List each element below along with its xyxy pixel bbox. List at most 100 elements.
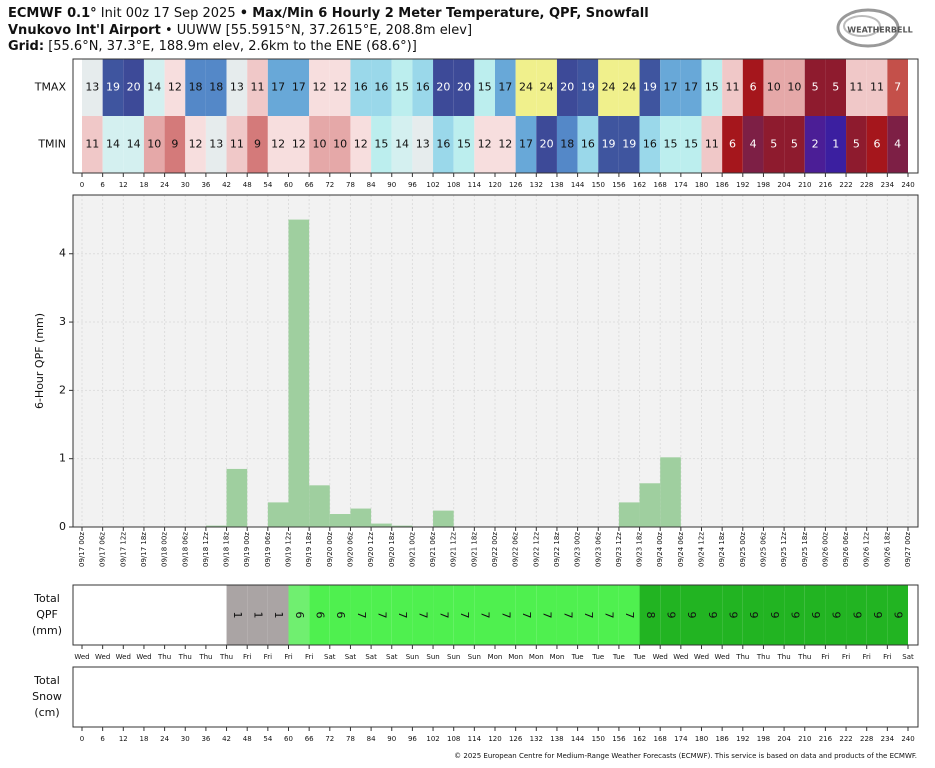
temp-label: 10	[333, 138, 347, 151]
x-tick-label: 150	[592, 735, 605, 743]
x-tick-label: 234	[881, 181, 895, 189]
x-tick-label: 120	[488, 735, 501, 743]
temp-label: 14	[147, 81, 161, 94]
temp-label: 15	[478, 81, 492, 94]
temp-cell	[515, 116, 537, 173]
temp-label: 6	[729, 138, 736, 151]
x-tick-label: 108	[447, 735, 460, 743]
temp-cell	[495, 59, 516, 116]
total-label: 1	[252, 612, 265, 619]
temp-cell	[123, 116, 144, 173]
temp-cell	[329, 116, 351, 173]
x-tick-label: 09/27 00z	[904, 532, 912, 567]
y-axis-label: Total	[33, 592, 60, 605]
temp-label: 24	[519, 81, 533, 94]
x-tick-label: 72	[325, 735, 334, 743]
temp-cell	[226, 116, 248, 173]
temp-label: 14	[127, 138, 141, 151]
x-tick-label: 216	[819, 735, 833, 743]
x-tick-label: Sun	[447, 653, 460, 661]
x-tick-label: 96	[408, 181, 417, 189]
temp-label: 17	[292, 81, 306, 94]
logo-text: WEATHERBELL	[847, 26, 912, 35]
separator: •	[165, 23, 173, 38]
x-tick-label: Fri	[883, 653, 891, 661]
temp-cell	[329, 59, 351, 116]
x-tick-label: 54	[263, 735, 272, 743]
temp-label: 20	[560, 81, 574, 94]
total-cell	[763, 585, 785, 645]
temp-cell	[680, 116, 702, 173]
temp-cell	[618, 116, 640, 173]
x-tick-label: 210	[798, 181, 811, 189]
qpf-bar	[288, 219, 310, 527]
total-cell	[433, 585, 454, 645]
total-label: 9	[892, 612, 905, 619]
temp-label: 16	[374, 81, 388, 94]
temp-cell	[164, 116, 186, 173]
x-tick-label: 09/20 06z	[346, 532, 354, 567]
temp-cell	[309, 116, 330, 173]
y-tick-label: 4	[59, 247, 66, 260]
x-tick-label: 168	[654, 181, 667, 189]
x-tick-label: 09/23 00z	[574, 532, 582, 567]
temp-cell	[598, 59, 619, 116]
total-cell	[309, 585, 330, 645]
temp-label: 6	[874, 138, 881, 151]
x-tick-label: 156	[612, 735, 626, 743]
temp-cell	[722, 59, 743, 116]
total-cell	[453, 585, 475, 645]
x-tick-label: 36	[201, 735, 210, 743]
x-tick-label: Wed	[74, 653, 89, 661]
panel	[73, 667, 918, 727]
temp-cell	[288, 59, 310, 116]
temp-label: 11	[870, 81, 884, 94]
x-tick-label: Wed	[136, 653, 151, 661]
x-tick-label: 90	[387, 181, 396, 189]
x-tick-label: 228	[860, 181, 873, 189]
temp-label: 2	[812, 138, 819, 151]
temp-label: 12	[189, 138, 203, 151]
x-tick-label: 09/18 12z	[202, 532, 210, 567]
total-cell	[866, 585, 888, 645]
x-tick-label: Mon	[508, 653, 523, 661]
total-cell	[846, 585, 867, 645]
temp-cell	[433, 116, 454, 173]
x-tick-label: Wed	[694, 653, 709, 661]
x-tick-label: Thu	[756, 653, 770, 661]
temp-label: 16	[643, 138, 657, 151]
header-line-3: Grid: [55.6°N, 37.3°E, 188.9m elev, 2.6k…	[8, 39, 417, 54]
temp-label: 11	[725, 81, 739, 94]
total-cell	[536, 585, 557, 645]
total-label: 7	[458, 612, 471, 619]
x-tick-label: 48	[243, 181, 252, 189]
x-tick-label: 204	[777, 181, 791, 189]
x-tick-label: 102	[426, 181, 439, 189]
x-tick-label: 09/23 06z	[594, 532, 602, 567]
y-tick-label: 2	[59, 383, 66, 396]
x-tick-label: 60	[284, 735, 293, 743]
total-label: 9	[788, 612, 801, 619]
temp-label: 12	[168, 81, 182, 94]
total-label: 9	[706, 612, 719, 619]
temp-label: 15	[374, 138, 388, 151]
temp-cell	[474, 116, 495, 173]
x-tick-label: Wed	[95, 653, 110, 661]
total-cell	[742, 585, 764, 645]
x-tick-label: 18	[139, 181, 148, 189]
total-label: 9	[809, 612, 822, 619]
temp-cell	[371, 59, 392, 116]
grid-label: Grid:	[8, 39, 44, 54]
temp-cell	[474, 59, 495, 116]
temp-cell	[866, 116, 888, 173]
temp-label: 19	[581, 81, 595, 94]
total-label: 7	[520, 612, 533, 619]
temp-label: 13	[209, 138, 223, 151]
temp-cell	[784, 116, 805, 173]
temp-label: 12	[478, 138, 492, 151]
temp-label: 5	[812, 81, 819, 94]
temp-label: 12	[312, 81, 326, 94]
temp-label: 16	[436, 138, 450, 151]
x-tick-label: 09/22 12z	[532, 532, 540, 567]
